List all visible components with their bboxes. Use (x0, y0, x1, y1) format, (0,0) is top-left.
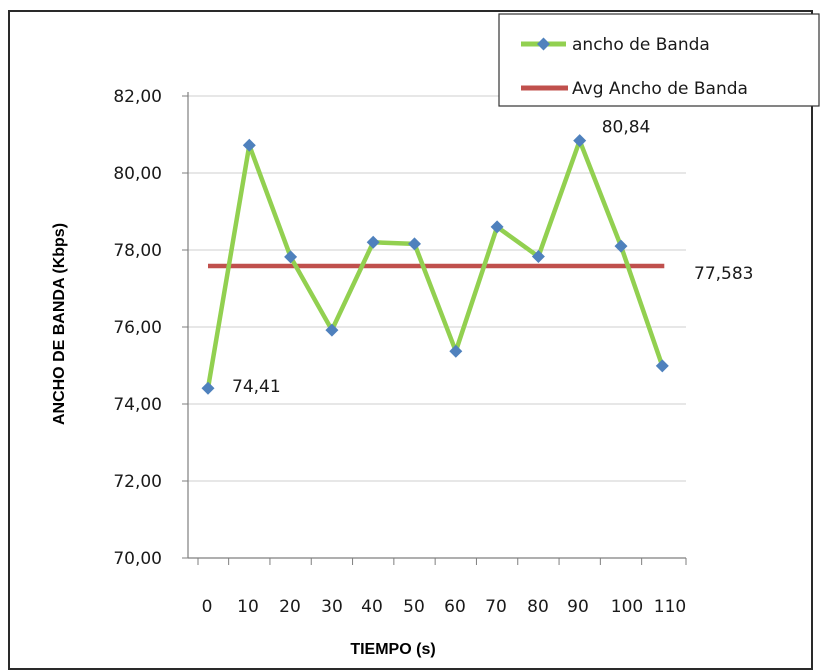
x-tick-label-9: 90 (567, 597, 589, 617)
x-tick-label-0: 0 (202, 597, 213, 617)
y-tick-label-4: 78,00 (113, 241, 162, 261)
data-point-5 (408, 237, 421, 251)
y-tick-label-0: 70,00 (113, 549, 162, 569)
x-axis-title: TIEMPO (s) (350, 641, 435, 658)
y-tick-label-5: 80,00 (113, 164, 162, 184)
data-point-4 (366, 235, 380, 249)
y-tick-labels: 70,00 72,00 74,00 76,00 78,00 80,00 82,00 (113, 87, 162, 569)
data-point-6 (449, 344, 463, 358)
data-point-3 (325, 323, 339, 337)
x-tick-label-2: 20 (279, 597, 301, 617)
data-point-10 (614, 239, 628, 253)
data-label-average: 77,583 (694, 264, 753, 284)
legend-marker-ancho-de-banda (537, 37, 550, 51)
x-tick-label-3: 30 (321, 597, 343, 617)
y-tick-label-6: 82,00 (113, 87, 162, 107)
series-layer (201, 134, 669, 395)
data-point-2 (284, 250, 298, 264)
data-label-max: 80,84 (602, 118, 651, 138)
legend: ancho de Banda Avg Ancho de Banda (498, 13, 820, 107)
data-point-11 (655, 359, 669, 373)
axes (182, 92, 687, 565)
y-axis-title: ANCHO DE BANDA (Kbps) (51, 223, 68, 425)
grid-lines (188, 95, 686, 482)
data-point-7 (490, 220, 504, 234)
data-point-9 (573, 134, 587, 148)
data-labels: 74,41 80,84 77,583 (232, 118, 753, 398)
x-tick-label-8: 80 (527, 597, 549, 617)
legend-box (498, 13, 820, 107)
x-tick-label-10: 100 (611, 597, 643, 617)
y-tick-label-3: 76,00 (113, 318, 162, 338)
y-tick-label-1: 72,00 (113, 472, 162, 492)
chart-frame (8, 10, 813, 670)
x-tick-labels: 0 10 20 30 40 50 60 70 80 90 100 110 (202, 597, 687, 617)
x-tick-label-6: 60 (444, 597, 466, 617)
x-tick-label-1: 10 (237, 597, 259, 617)
data-point-8 (531, 250, 545, 264)
x-tick-label-7: 70 (485, 597, 507, 617)
data-point-1 (242, 138, 256, 152)
x-tick-label-11: 110 (654, 597, 686, 617)
legend-label-avg-ancho-de-banda: Avg Ancho de Banda (572, 79, 748, 99)
series-line-ancho-de-banda (205, 138, 665, 389)
data-point-0 (201, 381, 215, 395)
x-tick-label-5: 50 (403, 597, 425, 617)
legend-label-ancho-de-banda: ancho de Banda (572, 35, 710, 55)
data-label-min: 74,41 (232, 377, 281, 397)
x-tick-label-4: 40 (361, 597, 383, 617)
y-tick-label-2: 74,00 (113, 395, 162, 415)
